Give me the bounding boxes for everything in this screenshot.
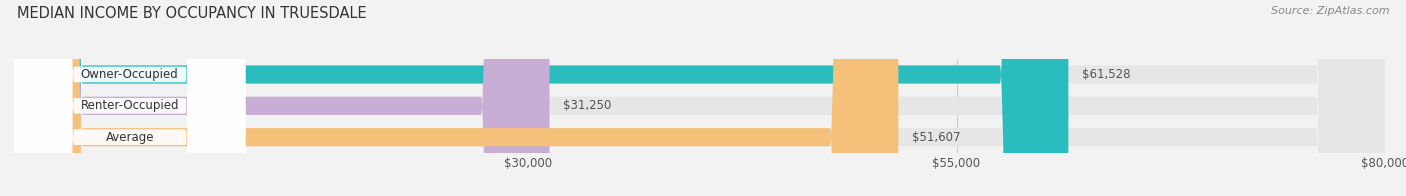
Text: Average: Average <box>105 131 155 144</box>
FancyBboxPatch shape <box>14 0 246 196</box>
FancyBboxPatch shape <box>14 0 1069 196</box>
Text: MEDIAN INCOME BY OCCUPANCY IN TRUESDALE: MEDIAN INCOME BY OCCUPANCY IN TRUESDALE <box>17 6 367 21</box>
Text: $31,250: $31,250 <box>564 99 612 112</box>
FancyBboxPatch shape <box>14 0 898 196</box>
FancyBboxPatch shape <box>14 0 1385 196</box>
Text: Owner-Occupied: Owner-Occupied <box>82 68 179 81</box>
FancyBboxPatch shape <box>14 0 246 196</box>
FancyBboxPatch shape <box>14 0 246 196</box>
FancyBboxPatch shape <box>14 0 1385 196</box>
FancyBboxPatch shape <box>14 0 1385 196</box>
Text: $51,607: $51,607 <box>912 131 960 144</box>
Text: $61,528: $61,528 <box>1083 68 1130 81</box>
Text: Renter-Occupied: Renter-Occupied <box>80 99 179 112</box>
Text: Source: ZipAtlas.com: Source: ZipAtlas.com <box>1271 6 1389 16</box>
FancyBboxPatch shape <box>14 0 550 196</box>
